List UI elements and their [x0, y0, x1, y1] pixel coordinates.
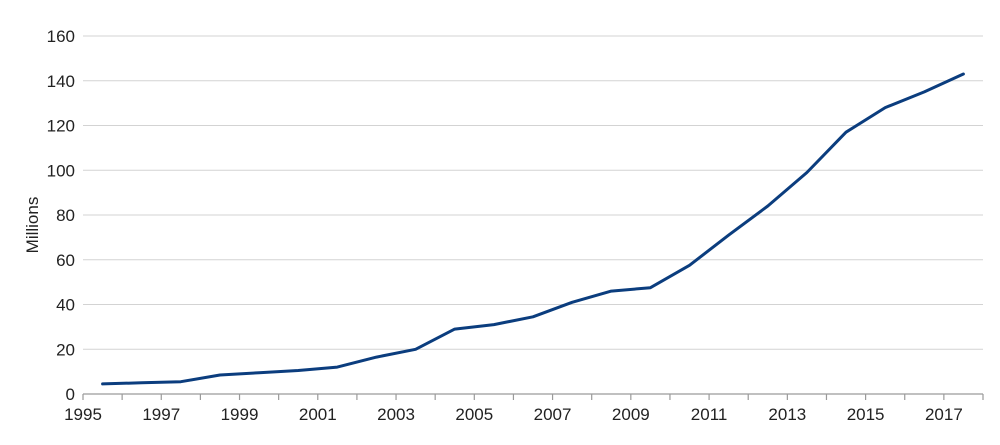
gridlines	[83, 35, 983, 350]
data-point	[101, 382, 105, 386]
data-point	[531, 315, 535, 319]
x-tick-label: 1999	[221, 405, 259, 424]
y-tick-label: 0	[66, 385, 75, 404]
x-tick-label: 2013	[768, 405, 806, 424]
data-point	[727, 233, 731, 237]
data-point	[453, 327, 457, 331]
labels: Millions 0 20 40 60 80 100 120 140 160 1995 1997 19…	[23, 27, 963, 424]
y-tick-label: 20	[56, 340, 75, 359]
series-layer	[101, 72, 965, 386]
data-point	[883, 106, 887, 110]
y-tick-label: 40	[56, 296, 75, 315]
y-tick-label: 160	[47, 27, 75, 46]
data-point	[922, 90, 926, 94]
x-tick-label: 1997	[142, 405, 180, 424]
data-point	[140, 381, 144, 385]
y-tick-label: 80	[56, 206, 75, 225]
series-line-0	[101, 72, 965, 386]
data-point	[218, 373, 222, 377]
data-point	[609, 289, 613, 293]
data-point	[961, 72, 965, 76]
x-tick-label: 2017	[925, 405, 963, 424]
y-axis-label: Millions	[23, 197, 42, 254]
y-tick-label: 60	[56, 251, 75, 270]
data-point	[766, 204, 770, 208]
data-point	[414, 347, 418, 351]
x-tick-label: 2003	[377, 405, 415, 424]
y-tick-label: 140	[47, 72, 75, 91]
data-point	[374, 355, 378, 359]
data-point	[179, 380, 183, 384]
data-point	[492, 323, 496, 327]
data-point	[335, 365, 339, 369]
axes	[82, 393, 984, 400]
x-tick-label: 2015	[847, 405, 885, 424]
data-point	[257, 371, 261, 375]
x-tick-label: 2009	[612, 405, 650, 424]
x-tick-label: 2011	[691, 405, 728, 424]
x-tick-label: 2001	[299, 405, 337, 424]
y-tick-label: 120	[47, 117, 75, 136]
x-tick-label: 1995	[64, 405, 102, 424]
data-point	[648, 286, 652, 290]
x-tick-label: 2005	[455, 405, 493, 424]
data-point	[805, 170, 809, 174]
y-tick-label: 100	[47, 161, 75, 180]
x-tick-label: 2007	[534, 405, 572, 424]
data-point	[570, 300, 574, 304]
data-point	[688, 263, 692, 267]
data-point	[296, 369, 300, 373]
data-point	[844, 130, 848, 134]
